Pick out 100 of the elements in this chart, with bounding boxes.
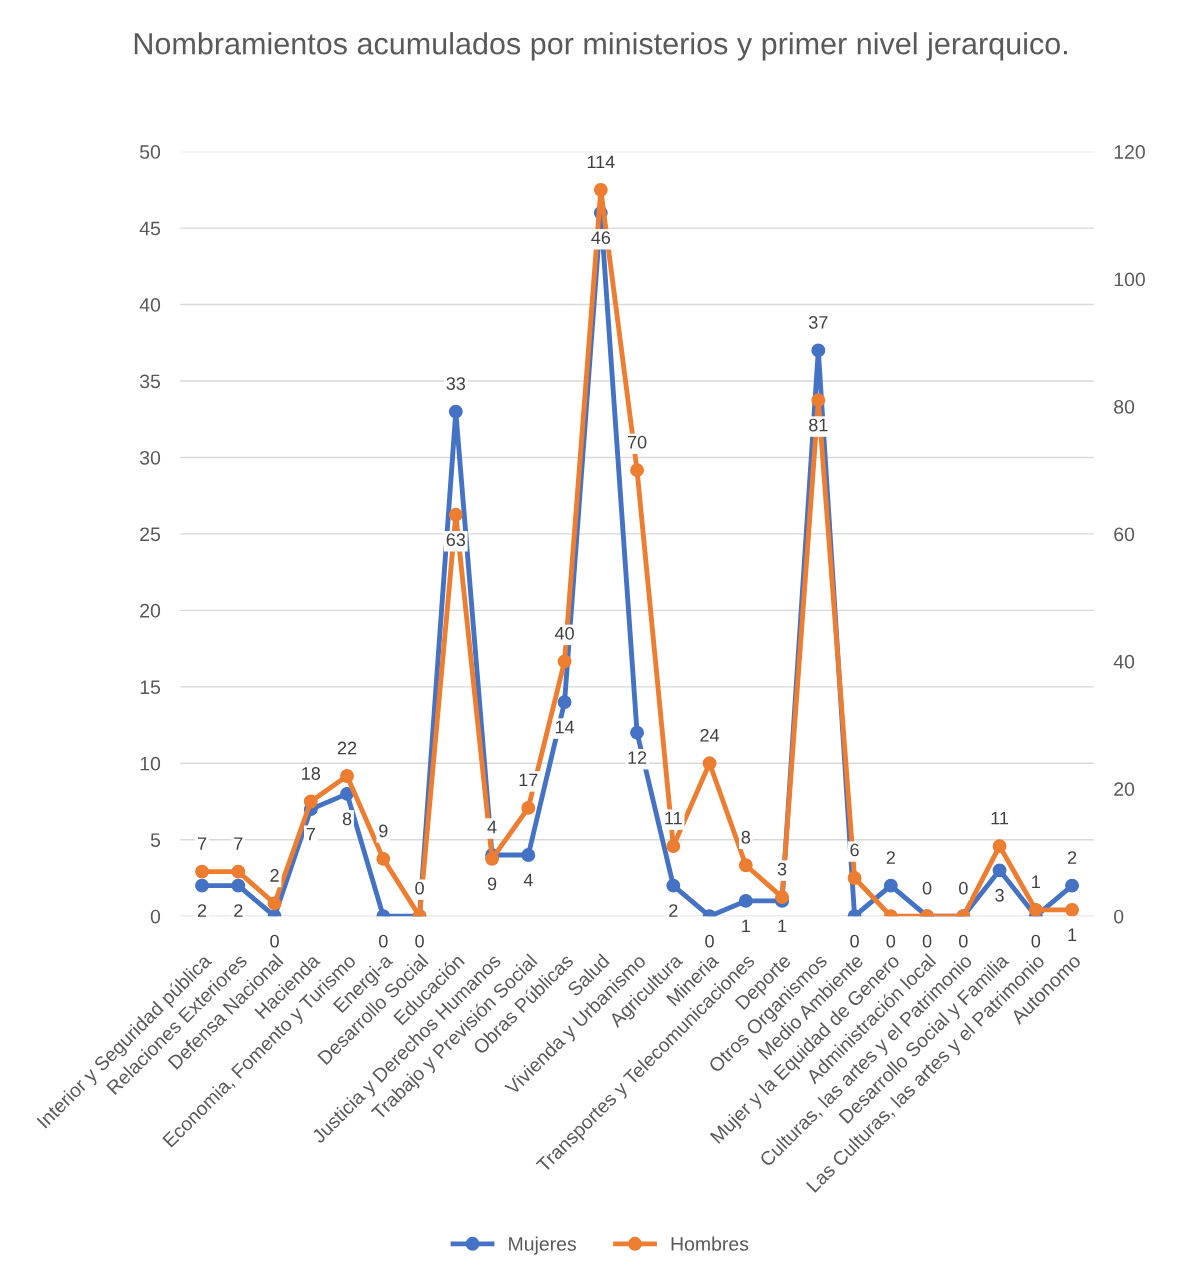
point xyxy=(195,878,209,893)
y2-tick-label: 0 xyxy=(1114,909,1124,924)
point xyxy=(340,786,354,801)
point xyxy=(811,393,826,408)
point xyxy=(630,463,645,478)
point xyxy=(521,848,536,862)
data-label: 2 xyxy=(270,869,279,882)
y-tick-label: 5 xyxy=(150,833,161,847)
data-label: 8 xyxy=(741,830,751,844)
data-label: 9 xyxy=(487,877,497,891)
data-label: 3 xyxy=(995,888,1004,902)
data-label: 17 xyxy=(519,773,538,787)
data-label: 22 xyxy=(337,741,357,755)
data-label: 1 xyxy=(1068,928,1077,941)
data-label: 8 xyxy=(342,812,352,826)
legend-label: Mujeres xyxy=(509,1236,576,1255)
y2-tick-label: 120 xyxy=(1114,145,1145,159)
legend-label: Hombres xyxy=(671,1236,749,1251)
data-label: 0 xyxy=(1031,934,1041,948)
point xyxy=(231,878,246,893)
data-label: 1 xyxy=(742,919,750,933)
data-label: 7 xyxy=(306,827,315,841)
point xyxy=(666,878,681,893)
point xyxy=(1065,902,1080,917)
point xyxy=(303,794,318,809)
y2-tick-label: 80 xyxy=(1114,399,1135,414)
y2-tick-label: 60 xyxy=(1114,527,1135,542)
point xyxy=(195,864,209,879)
data-label: 1 xyxy=(1032,875,1040,889)
data-label: 12 xyxy=(628,751,647,764)
data-label: 7 xyxy=(234,837,243,850)
data-label: 24 xyxy=(700,728,720,742)
data-label: 2 xyxy=(234,904,243,917)
data-label: 0 xyxy=(959,934,968,948)
y2-tick-label: 40 xyxy=(1113,654,1135,669)
y2-tick-label: 20 xyxy=(1114,782,1135,797)
data-label: 7 xyxy=(197,837,207,850)
point xyxy=(231,864,246,879)
data-label: 6 xyxy=(850,843,859,857)
point xyxy=(376,851,391,866)
data-label: 2 xyxy=(197,904,207,917)
point xyxy=(1065,878,1080,893)
data-label: 0 xyxy=(959,881,968,895)
y-tick-label: 35 xyxy=(139,374,161,389)
data-label: 40 xyxy=(554,626,574,640)
data-label: 0 xyxy=(886,934,896,948)
data-label: 0 xyxy=(705,934,714,948)
data-label: 11 xyxy=(665,811,682,825)
data-label: 63 xyxy=(446,533,466,547)
point xyxy=(448,507,463,522)
point xyxy=(847,871,862,885)
data-label: 2 xyxy=(1067,851,1077,864)
y-tick-label: 45 xyxy=(139,221,161,236)
point xyxy=(340,769,354,783)
data-label: 0 xyxy=(415,881,424,895)
data-label: 70 xyxy=(627,435,647,449)
data-label: 14 xyxy=(555,720,575,734)
data-label: 3 xyxy=(777,862,787,876)
data-label: 46 xyxy=(591,231,611,245)
data-label: 2 xyxy=(886,851,895,864)
data-label: 114 xyxy=(587,155,615,169)
data-label: 9 xyxy=(379,824,388,838)
point xyxy=(267,896,282,911)
data-label: 4 xyxy=(487,820,497,834)
data-label: 18 xyxy=(302,767,321,780)
point xyxy=(630,725,645,740)
point xyxy=(738,893,753,908)
point xyxy=(992,839,1007,854)
point xyxy=(1028,902,1043,917)
data-label: 81 xyxy=(809,418,828,432)
y-tick-label: 30 xyxy=(139,450,161,465)
data-label: 2 xyxy=(669,904,678,917)
data-label: 0 xyxy=(850,934,859,948)
y-tick-label: 10 xyxy=(140,756,161,771)
data-label: 33 xyxy=(446,377,466,390)
point xyxy=(485,851,500,866)
point xyxy=(666,839,681,854)
point xyxy=(521,800,536,815)
y-tick-label: 0 xyxy=(150,909,161,924)
data-label: 0 xyxy=(378,934,388,948)
point xyxy=(883,878,898,893)
y-tick-label: 40 xyxy=(139,298,161,312)
data-label: 0 xyxy=(922,881,932,895)
point xyxy=(557,654,572,669)
point xyxy=(557,695,572,710)
chart-title: Nombramientos acumulados por ministerios y primer nivel jerarquico. xyxy=(134,32,1067,61)
data-label: 1 xyxy=(778,919,787,933)
data-label: 4 xyxy=(523,873,533,887)
data-label: 37 xyxy=(808,316,828,329)
y-tick-label: 15 xyxy=(140,680,161,695)
point xyxy=(448,404,463,419)
point xyxy=(738,858,753,873)
y2-tick-label: 100 xyxy=(1114,272,1145,287)
data-label: 0 xyxy=(270,934,279,948)
point xyxy=(992,863,1007,878)
data-label: 0 xyxy=(922,934,932,948)
point xyxy=(811,343,826,358)
y-tick-label: 50 xyxy=(140,145,161,159)
point xyxy=(702,756,717,771)
point xyxy=(593,182,608,197)
